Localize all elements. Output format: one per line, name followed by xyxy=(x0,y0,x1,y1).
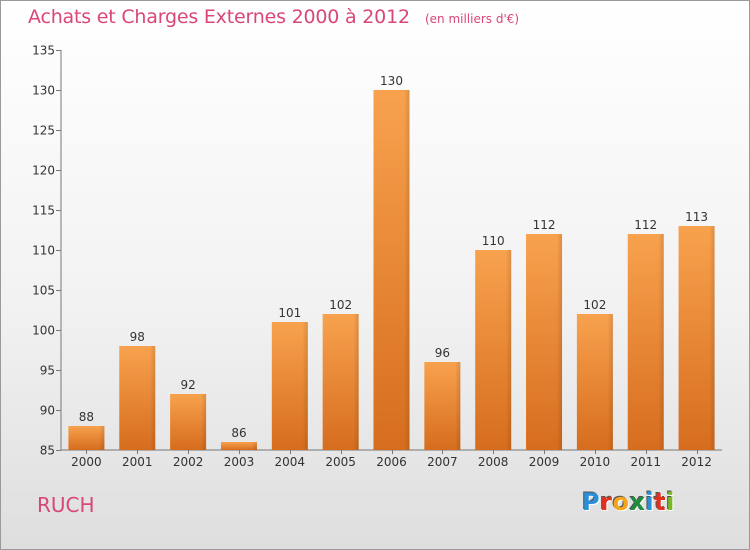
bar-value-label: 98 xyxy=(130,330,145,344)
y-tick-label: 105 xyxy=(32,284,55,298)
logo-letter: i xyxy=(666,488,675,516)
bars xyxy=(68,90,715,450)
x-tick-label: 2007 xyxy=(427,455,458,469)
y-tick-label: 110 xyxy=(32,244,55,258)
bar-value-label: 130 xyxy=(380,74,403,88)
y-tick-label: 85 xyxy=(40,444,55,458)
bar-value-label: 92 xyxy=(180,378,195,392)
bar-value-label: 102 xyxy=(329,298,352,312)
bar-value-label: 113 xyxy=(685,210,708,224)
bar-shade xyxy=(220,442,257,450)
logo-letter: r xyxy=(600,488,613,516)
x-tick-label: 2004 xyxy=(275,455,306,469)
bar-shade xyxy=(271,322,308,450)
bar-value-label: 101 xyxy=(278,306,301,320)
bar-shade xyxy=(627,234,664,450)
y-tick-label: 100 xyxy=(32,324,55,338)
y-tick-label: 135 xyxy=(32,44,55,58)
bar-shade xyxy=(678,226,715,450)
proxiti-logo[interactable]: Proxiti xyxy=(582,488,675,516)
x-tick-label: 2000 xyxy=(71,455,102,469)
chart-title: Achats et Charges Externes 2000 à 2012 xyxy=(28,6,410,28)
y-tick-label: 115 xyxy=(32,204,55,218)
y-tick-label: 95 xyxy=(40,364,55,378)
x-tick-label: 2006 xyxy=(376,455,407,469)
x-tick-label: 2009 xyxy=(529,455,560,469)
bar-value-label: 112 xyxy=(533,218,556,232)
bar-shade xyxy=(322,314,359,450)
bar-shade xyxy=(526,234,563,450)
commune-name: RUCH xyxy=(37,493,95,517)
bar-value-label: 112 xyxy=(634,218,657,232)
x-tick-label: 2008 xyxy=(478,455,509,469)
logo-letter: x xyxy=(629,488,646,516)
bar-shade xyxy=(68,426,105,450)
x-tick-label: 2010 xyxy=(580,455,611,469)
bar-value-label: 86 xyxy=(231,426,246,440)
value-labels: 88 98 92 86 101 102 130 96 110 112 102 112 113 xyxy=(79,74,708,440)
bar-shade xyxy=(373,90,410,450)
x-tick-label: 2003 xyxy=(224,455,255,469)
bar-value-label: 110 xyxy=(482,234,505,248)
bar-shade xyxy=(576,314,613,450)
bar-shade xyxy=(475,250,512,450)
logo-letter: o xyxy=(612,488,630,516)
logo-letter: P xyxy=(582,488,601,516)
chart-unit: (en milliers d'€) xyxy=(424,12,520,26)
x-tick-label: 2012 xyxy=(681,455,712,469)
bar-value-label: 102 xyxy=(583,298,606,312)
y-tick-label: 90 xyxy=(40,404,55,418)
x-tick-label: 2011 xyxy=(630,455,661,469)
x-tick-label: 2002 xyxy=(173,455,204,469)
x-tick-label: 2001 xyxy=(122,455,153,469)
logo-letter: t xyxy=(654,488,667,516)
bar-value-label: 88 xyxy=(79,410,94,424)
x-axis: 2000 2001 2002 2003 2004 2005 2006 2007 2008 2009… xyxy=(61,449,722,469)
y-axis: 85 90 95 100 105 110 115 120 125 130 135 xyxy=(32,44,62,458)
bar-shade xyxy=(424,362,461,450)
y-tick-label: 130 xyxy=(32,84,55,98)
y-tick-label: 125 xyxy=(32,124,55,138)
logo-letter: i xyxy=(645,488,655,516)
x-tick-label: 2005 xyxy=(325,455,356,469)
y-tick-label: 120 xyxy=(32,164,55,178)
chart-header: Achats et Charges Externes 2000 à 2012 (… xyxy=(28,6,519,28)
bar-shade xyxy=(119,346,156,450)
bar-shade xyxy=(170,394,207,450)
bar-value-label: 96 xyxy=(435,346,450,360)
